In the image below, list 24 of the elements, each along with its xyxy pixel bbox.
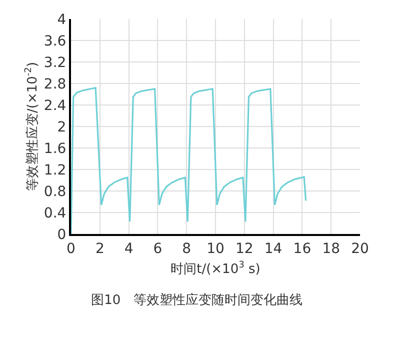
x-tick-label: 12 bbox=[235, 240, 254, 257]
y-tick-label: 0.4 bbox=[44, 205, 66, 222]
x-tick-label: 16 bbox=[293, 240, 312, 257]
x-tick-label: 6 bbox=[153, 240, 162, 257]
text: 图10 等效塑性应变随时间变化曲线 bbox=[91, 292, 303, 308]
x-tick-label: 8 bbox=[182, 240, 192, 257]
y-tick-label: 0.8 bbox=[44, 184, 66, 200]
x-axis-title: 时间t/(×10$^{3}$ s) bbox=[170, 260, 260, 277]
x-tick-label: 2 bbox=[95, 240, 104, 257]
x-tick-label: 4 bbox=[124, 240, 134, 257]
y-tick-label: 3.2 bbox=[44, 54, 66, 71]
y-tick-label: 4 bbox=[57, 12, 66, 28]
line-series bbox=[71, 87, 307, 234]
y-tick-label: 1.6 bbox=[44, 140, 66, 157]
y-tick-label: 2.8 bbox=[44, 76, 66, 92]
y-tick-label: 3.6 bbox=[44, 33, 66, 50]
x-tick-label: 20 bbox=[351, 240, 369, 257]
x-tick-label: 10 bbox=[206, 240, 224, 257]
x-tick-label: 14 bbox=[264, 240, 282, 257]
y-tick-label: 0 bbox=[57, 226, 66, 243]
y-tick-label: 2.4 bbox=[44, 98, 66, 114]
y-tick-label: 2 bbox=[57, 119, 66, 136]
y-tick-label: 1.2 bbox=[44, 162, 66, 178]
x-tick-label: 18 bbox=[322, 240, 340, 257]
